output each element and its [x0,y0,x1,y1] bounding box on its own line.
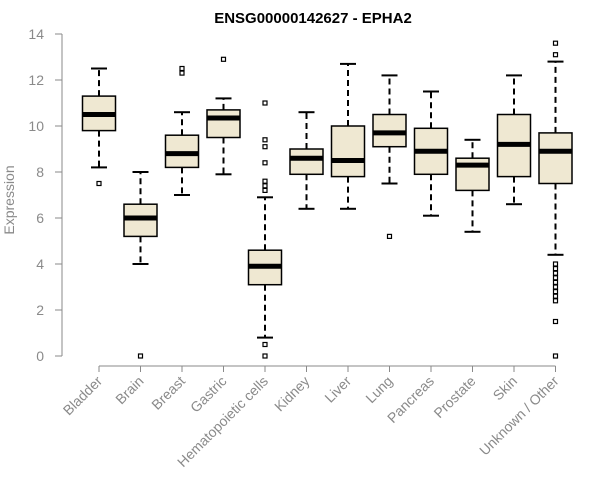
outlier-point [552,353,559,359]
x-tick-label: Kidney [271,373,313,415]
x-tick-label: Prostate [430,373,478,421]
box-group [496,74,532,206]
outlier-point [552,270,559,276]
box-group [81,67,117,187]
outlier-point [262,144,268,150]
boxes [81,40,573,359]
outlier-point [179,65,185,72]
outlier-point [386,233,393,239]
box-group [538,40,573,359]
outlier-point [179,70,185,76]
box-group [247,100,283,359]
y-tick-label: 6 [36,210,44,226]
outlier-point [552,318,559,325]
outlier-point [552,293,559,299]
box-group [413,90,449,217]
y-tick-label: 2 [36,302,44,318]
outlier-point [552,40,559,46]
x-tick-label: Lung [362,373,395,406]
y-tick-label: 10 [28,118,44,134]
outlier-point [262,100,268,106]
x-tick-label: Liver [321,373,354,406]
y-tick-label: 0 [36,348,44,364]
y-tick-label: 12 [28,72,44,88]
y-tick-label: 8 [36,164,44,180]
outlier-point [262,178,268,184]
outlier-point [552,298,559,304]
outlier-point [552,279,559,285]
y-tick-label: 4 [36,256,44,272]
outlier-point [552,284,559,290]
x-tick-label: Breast [148,373,188,413]
y-tick-label: 14 [28,26,44,42]
x-tick-label: Bladder [60,373,106,419]
y-axis-label: Expression [1,165,17,234]
box-group [289,111,324,210]
chart-title: ENSG00000142627 - EPHA2 [214,10,412,27]
outlier-point [262,187,268,193]
outlier-point [262,353,268,359]
outlier-point [137,353,144,359]
box-group [164,65,200,196]
outlier-point [552,52,559,58]
outlier-point [552,275,559,281]
outlier-point [262,137,268,143]
box-group [455,138,490,233]
outlier-point [552,289,559,295]
box-group [123,171,158,359]
outlier-point [96,180,102,187]
outlier-point [552,266,559,272]
box-iqr [538,132,573,185]
outlier-point [552,261,559,267]
box-group [206,56,241,176]
x-tick-label: Brain [112,373,146,407]
outlier-point [262,183,268,189]
box-group [372,74,407,239]
outlier-point [262,160,268,166]
box-iqr [330,125,366,178]
box-group [330,62,366,210]
x-tick-label: Unknown / Other [476,373,562,459]
box-iqr [289,148,324,176]
x-tick-label: Skin [490,373,521,404]
outlier-point [262,341,268,348]
box-iqr [206,109,241,139]
outlier-point [220,56,227,62]
